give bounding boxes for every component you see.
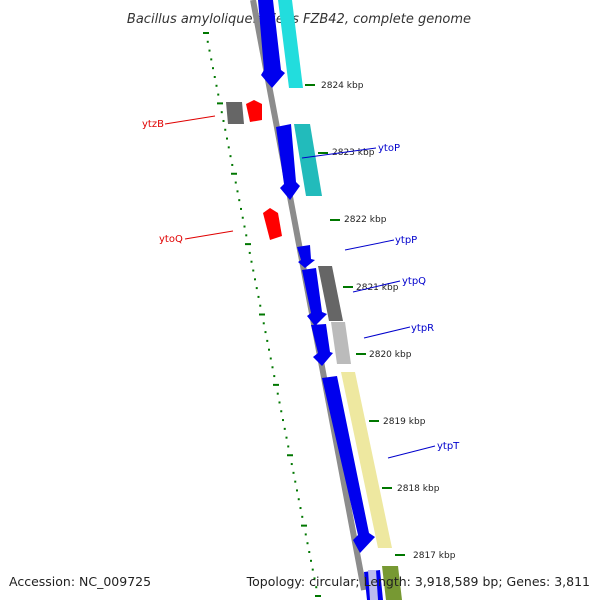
kbp-label: 2817 kbp — [413, 551, 456, 561]
reverse-cds-track — [226, 100, 282, 240]
forward-gene-arrow — [297, 245, 315, 268]
cog-block — [341, 372, 392, 548]
gene-label-ytpr[interactable]: ytpR — [411, 323, 434, 334]
forward-gene-arrow — [302, 268, 327, 326]
kbp-label: 2819 kbp — [383, 417, 426, 427]
gene-labels: ytzB ytoP ytoQ ytpP ytpQ ytpR ytpT — [142, 119, 460, 452]
kbp-ticks — [305, 84, 405, 556]
kbp-label: 2822 kbp — [344, 215, 387, 225]
forward-gene-arrow — [276, 124, 300, 200]
cog-block — [382, 566, 402, 600]
pseudo-gene-block — [226, 102, 244, 124]
leader-line — [352, 280, 401, 293]
accession-text: Accession: NC_009725 — [9, 574, 151, 589]
leader-line — [184, 230, 234, 240]
gene-label-ytpq[interactable]: ytpQ — [402, 276, 426, 287]
kbp-label: 2823 kbp — [332, 148, 375, 158]
cog-block — [318, 266, 343, 321]
kbp-label: 2818 kbp — [397, 484, 440, 494]
gene-label-ytpt[interactable]: ytpT — [437, 441, 460, 452]
forward-gene-arrow — [258, 0, 285, 88]
kbp-label: 2820 kbp — [369, 350, 412, 360]
forward-gene-arrow — [368, 570, 378, 600]
kbp-labels: 2824 kbp 2823 kbp 2822 kbp 2821 kbp 2820… — [321, 81, 456, 561]
gene-leader-lines — [164, 115, 436, 459]
forward-gene-arrow — [322, 376, 375, 553]
leader-line — [344, 239, 395, 251]
map-title: Bacillus amyloliquefaciens FZB42, comple… — [127, 12, 471, 27]
reverse-gene-arrow — [246, 100, 262, 122]
leader-line — [164, 115, 216, 125]
topology-text: Topology: circular; Length: 3,918,589 bp… — [246, 574, 590, 589]
cog-block — [331, 322, 351, 364]
leader-line — [387, 445, 436, 459]
gene-label-ytop[interactable]: ytoP — [378, 143, 400, 154]
forward-cds-track — [258, 0, 383, 600]
outer-tick-track — [203, 32, 321, 597]
leader-line — [301, 147, 377, 159]
forward-gene-arrow — [311, 324, 333, 366]
leader-line — [363, 326, 411, 339]
reverse-gene-arrow — [263, 208, 282, 240]
cog-block — [294, 124, 322, 196]
gene-label-ytpp[interactable]: ytpP — [395, 235, 417, 246]
kbp-label: 2824 kbp — [321, 81, 364, 91]
kbp-label: 2821 kbp — [356, 283, 399, 293]
cog-block — [278, 0, 303, 88]
cog-track — [278, 0, 402, 600]
gene-label-ytoq[interactable]: ytoQ — [159, 234, 183, 245]
gene-label-ytzb[interactable]: ytzB — [142, 119, 164, 130]
